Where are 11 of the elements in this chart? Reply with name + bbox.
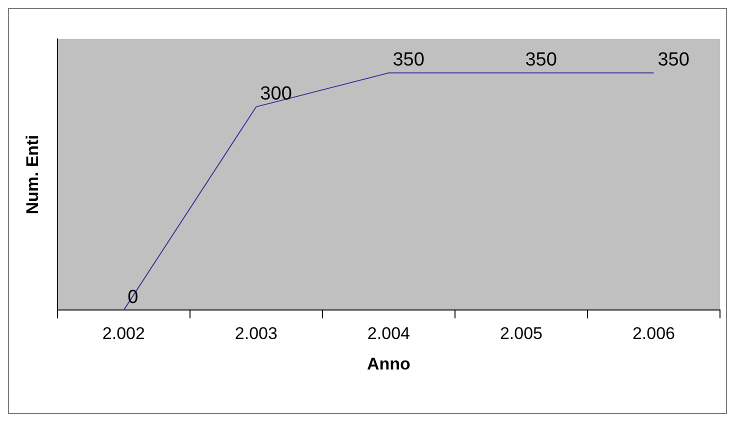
data-label: 350 [658,50,690,71]
x-tick-label: 2.003 [234,324,278,344]
x-axis-title: Anno [366,354,410,374]
y-axis-title: Num. Enti [22,134,42,214]
x-tick-label: 2.004 [367,324,410,344]
data-label: 350 [525,50,557,71]
x-tick-label: 2.005 [500,324,542,344]
data-label: 300 [260,84,292,105]
data-label: 350 [392,50,424,71]
x-tick-label: 2.002 [102,324,145,344]
x-tick-label: 2.006 [632,324,676,344]
